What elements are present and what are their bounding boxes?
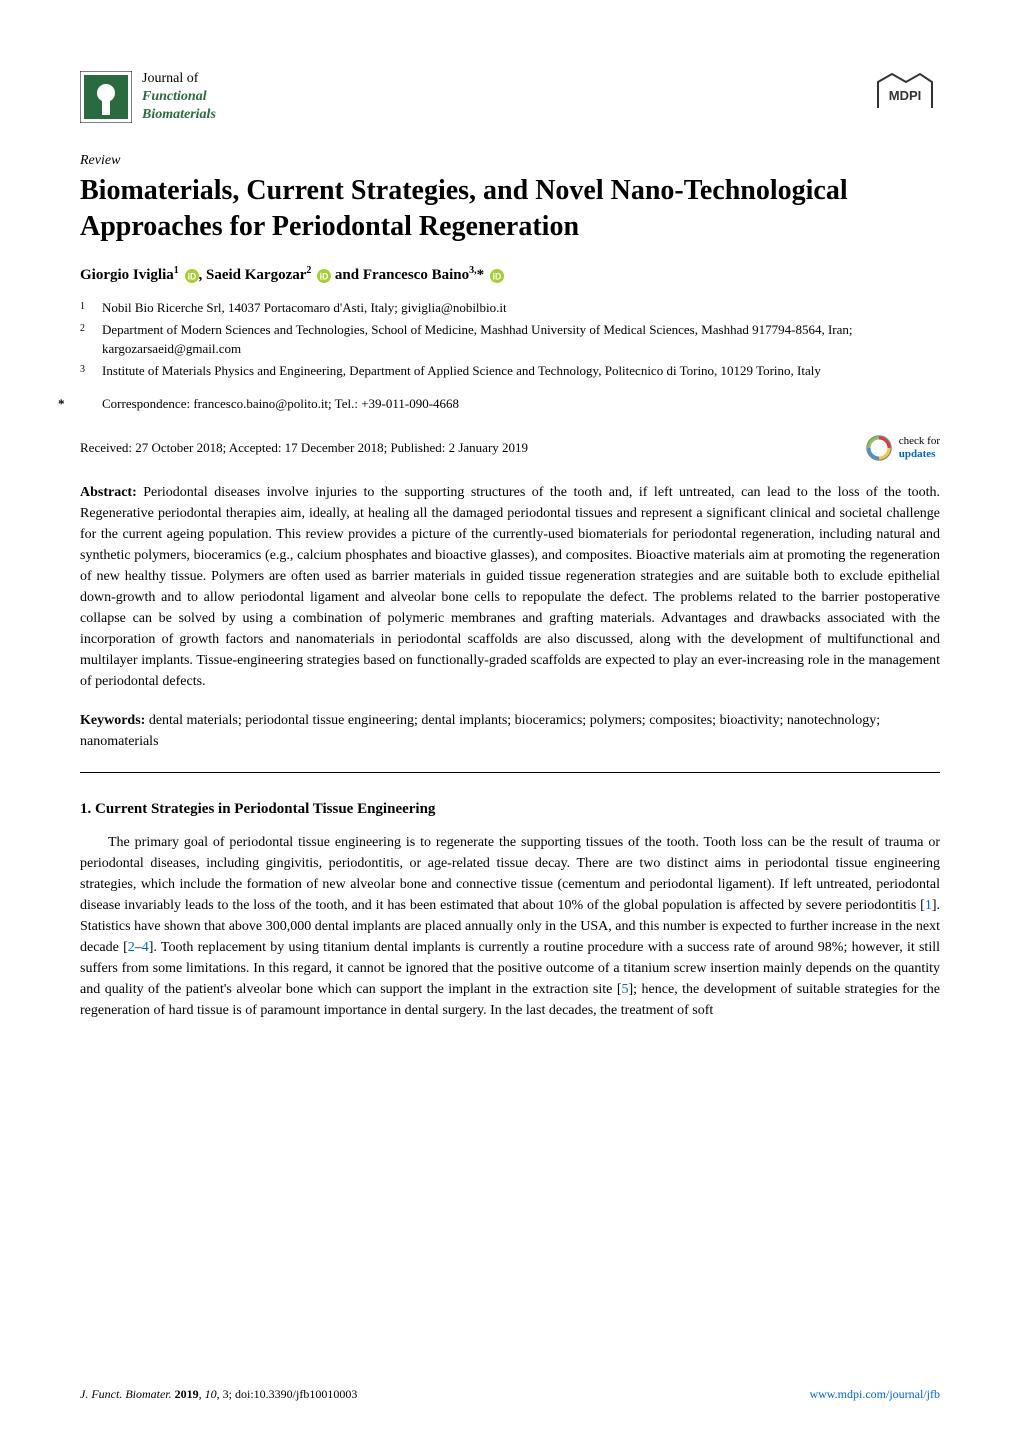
authors-line: Giorgio Iviglia1 iD, Saeid Kargozar2 iD … xyxy=(80,265,940,284)
check-updates-line2: updates xyxy=(899,448,940,461)
check-updates-line1: check for xyxy=(899,435,940,448)
affiliations-list: 1 Nobil Bio Ricerche Srl, 14037 Portacom… xyxy=(80,298,940,380)
author-3-star: * xyxy=(477,267,485,283)
svg-text:iD: iD xyxy=(187,271,196,281)
footer-year: 2019 xyxy=(175,1387,199,1401)
affiliation-row: 2 Department of Modern Sciences and Tech… xyxy=(102,320,940,359)
svg-text:MDPI: MDPI xyxy=(889,88,922,103)
abstract-paragraph: Abstract: Periodontal diseases involve i… xyxy=(80,482,940,692)
footer-vol: , 10 xyxy=(199,1387,217,1401)
para-text: The primary goal of periodontal tissue e… xyxy=(80,835,940,913)
para-text: – xyxy=(135,940,142,955)
journal-name-line2: Functional xyxy=(142,88,216,106)
journal-name-line3: Biomaterials xyxy=(142,106,216,124)
publication-dates: Received: 27 October 2018; Accepted: 17 … xyxy=(80,440,528,456)
author-2-name: , Saeid Kargozar xyxy=(199,267,307,283)
author-1-name: Giorgio Iviglia xyxy=(80,267,174,283)
reference-link[interactable]: 5 xyxy=(622,982,629,997)
journal-name-line1: Journal of xyxy=(142,70,216,88)
svg-text:iD: iD xyxy=(320,271,329,281)
svg-text:iD: iD xyxy=(492,271,501,281)
correspondence-star: * xyxy=(58,394,65,414)
abstract-text: Periodontal diseases involve injuries to… xyxy=(80,485,940,689)
correspondence-text: Correspondence: francesco.baino@polito.i… xyxy=(102,396,459,411)
affiliation-num: 2 xyxy=(80,321,85,336)
page-footer: J. Funct. Biomater. 2019, 10, 3; doi:10.… xyxy=(80,1387,940,1402)
article-title: Biomaterials, Current Strategies, and No… xyxy=(80,173,940,246)
keywords-text: dental materials; periodontal tissue eng… xyxy=(80,713,880,749)
footer-citation: J. Funct. Biomater. 2019, 10, 3; doi:10.… xyxy=(80,1387,357,1402)
journal-brand: Journal of Functional Biomaterials xyxy=(80,70,216,125)
journal-name: Journal of Functional Biomaterials xyxy=(142,70,216,125)
keywords-label: Keywords: xyxy=(80,713,145,728)
page-header: Journal of Functional Biomaterials MDPI xyxy=(80,70,940,125)
orcid-icon[interactable]: iD xyxy=(490,269,504,283)
publisher-logo-icon: MDPI xyxy=(870,70,940,116)
author-3-name: Francesco Baino xyxy=(363,267,469,283)
affiliation-num: 3 xyxy=(80,362,85,377)
dates-row: Received: 27 October 2018; Accepted: 17 … xyxy=(80,434,940,462)
reference-link[interactable]: 1 xyxy=(925,898,932,913)
affiliation-num: 1 xyxy=(80,299,85,314)
abstract-label: Abstract: xyxy=(80,485,137,500)
affiliation-text: Nobil Bio Ricerche Srl, 14037 Portacomar… xyxy=(102,300,507,315)
footer-rest: , 3; doi:10.3390/jfb10010003 xyxy=(217,1387,358,1401)
article-type: Review xyxy=(80,153,940,169)
section-divider xyxy=(80,772,940,773)
check-updates-badge[interactable]: check for updates xyxy=(865,434,940,462)
author-1-sup: 1 xyxy=(174,265,179,276)
orcid-icon[interactable]: iD xyxy=(317,269,331,283)
reference-link[interactable]: 2 xyxy=(128,940,135,955)
section-heading: 1. Current Strategies in Periodontal Tis… xyxy=(80,801,940,818)
affiliation-row: 1 Nobil Bio Ricerche Srl, 14037 Portacom… xyxy=(102,298,940,318)
body-paragraph: The primary goal of periodontal tissue e… xyxy=(80,832,940,1021)
affiliation-text: Department of Modern Sciences and Techno… xyxy=(102,322,853,357)
check-updates-text: check for updates xyxy=(899,435,940,461)
reference-link[interactable]: 4 xyxy=(142,940,149,955)
affiliation-row: 3 Institute of Materials Physics and Eng… xyxy=(102,361,940,381)
journal-url-link[interactable]: www.mdpi.com/journal/jfb xyxy=(809,1387,940,1401)
journal-logo-icon xyxy=(80,71,132,123)
orcid-icon[interactable]: iD xyxy=(185,269,199,283)
footer-journal-abbrev: J. Funct. Biomater. xyxy=(80,1387,172,1401)
correspondence-line: * Correspondence: francesco.baino@polito… xyxy=(80,394,940,414)
footer-url: www.mdpi.com/journal/jfb xyxy=(809,1387,940,1402)
affiliation-text: Institute of Materials Physics and Engin… xyxy=(102,363,821,378)
author-3-sup: 3, xyxy=(469,265,477,276)
author-3-pre: and xyxy=(331,267,363,283)
keywords-paragraph: Keywords: dental materials; periodontal … xyxy=(80,710,940,752)
crossmark-icon xyxy=(865,434,893,462)
author-2-sup: 2 xyxy=(306,265,311,276)
